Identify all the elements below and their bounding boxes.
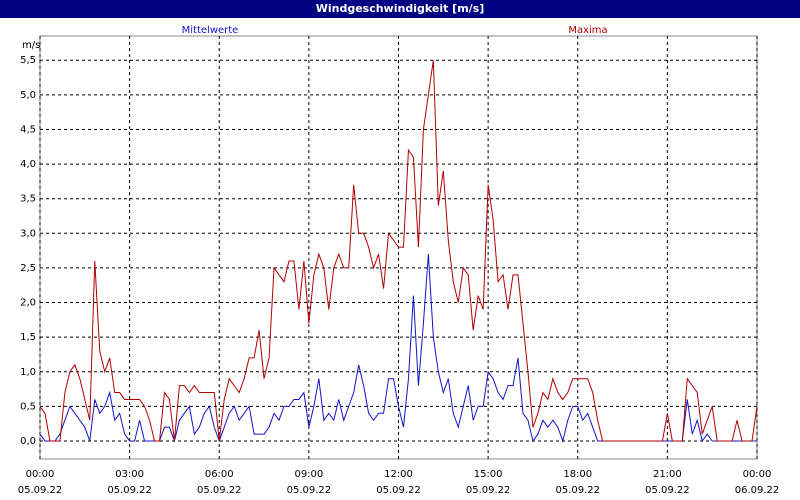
x-tick-label: 06:00 05.09.22	[196, 469, 242, 496]
x-tick-label: 15:00 05.09.22	[465, 469, 511, 496]
y-tick-label: 5,0	[20, 90, 36, 101]
y-tick-label: 4,5	[20, 124, 36, 135]
x-tick-label: 18:00 05.09.22	[555, 469, 601, 496]
x-tick-label: 00:00 06.09.22	[734, 469, 780, 496]
x-tick-label: 03:00 05.09.22	[107, 469, 152, 496]
y-axis-label: m/s	[22, 40, 40, 51]
y-tick-label: 0,0	[20, 436, 36, 447]
y-tick-label: 5,5	[20, 55, 36, 66]
y-tick-label: 1,5	[20, 332, 36, 343]
y-tick-label: 3,0	[20, 228, 36, 239]
y-tick-label: 0,5	[20, 401, 36, 412]
y-tick-label: 1,0	[20, 367, 36, 378]
x-tick-label: 09:00 05.09.22	[286, 469, 332, 496]
y-tick-label: 2,0	[20, 298, 36, 309]
line-series	[39, 60, 758, 442]
y-tick-label: 2,5	[20, 263, 36, 274]
x-tick-label: 21:00 05.09.22	[645, 469, 690, 496]
x-tick-label: 12:00 05.09.22	[376, 469, 421, 496]
y-tick-label: 4,0	[20, 159, 36, 170]
x-tick-label: 00:00 05.09.22	[17, 469, 63, 496]
legend-entry: Mittelwerte	[182, 25, 239, 36]
y-tick-label: 3,5	[20, 194, 36, 205]
chart-title: Windgeschwindigkeit [m/s]	[0, 0, 800, 18]
legend-entry: Maxima	[568, 25, 607, 36]
